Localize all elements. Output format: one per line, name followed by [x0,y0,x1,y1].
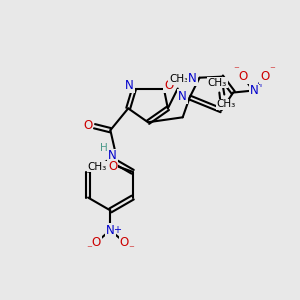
Text: ⁻: ⁻ [87,244,92,254]
Text: N: N [106,224,115,237]
Text: N: N [178,90,187,103]
Text: O: O [120,236,129,249]
Text: +: + [113,225,121,235]
Text: ⁻: ⁻ [233,65,239,75]
Text: O: O [260,70,270,83]
Text: CH₃: CH₃ [217,99,236,110]
Text: ⁻: ⁻ [269,65,275,75]
Text: N: N [250,84,258,97]
Text: ⁻: ⁻ [128,244,134,254]
Text: O: O [108,160,118,173]
Text: H: H [100,143,107,153]
Text: N: N [108,149,117,162]
Text: O: O [238,70,248,83]
Text: CH₃: CH₃ [87,162,106,172]
Text: N: N [188,72,197,85]
Text: O: O [83,119,92,132]
Text: O: O [164,79,173,92]
Text: +: + [256,79,264,88]
Text: N: N [125,79,134,92]
Text: CH₃: CH₃ [169,74,188,84]
Text: O: O [92,236,101,249]
Text: CH₃: CH₃ [208,78,227,88]
